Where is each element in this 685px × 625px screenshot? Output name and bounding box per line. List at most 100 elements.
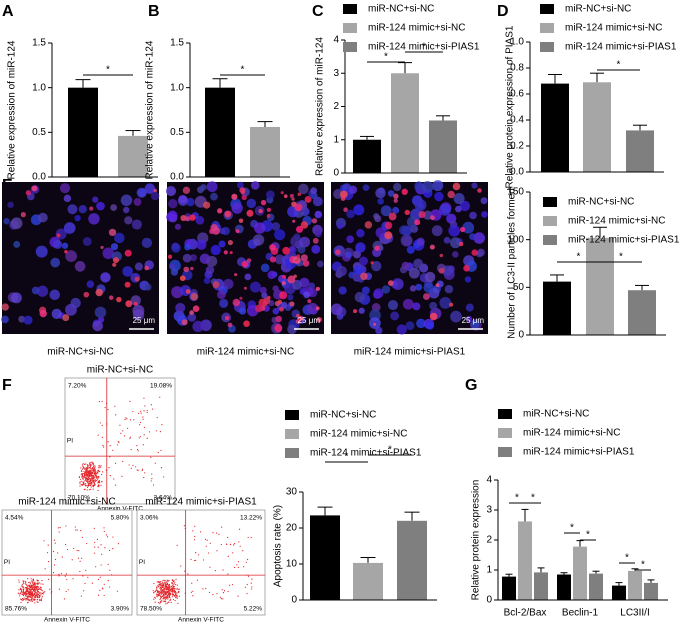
event-dot [167,590,169,592]
event-dot [114,462,117,465]
event-dot [122,430,124,432]
legend-swatch [540,42,554,52]
nucleus [405,321,415,331]
event-dot [227,536,229,539]
y-tick-label: 1.0 [32,82,46,93]
event-dot [165,592,167,594]
event-dot [227,573,229,575]
bar [557,574,571,600]
event-dot [165,593,167,595]
event-dot [236,564,238,566]
nucleus [168,199,178,209]
event-dot [95,475,97,478]
lc3-puncta [287,275,296,284]
event-dot [136,444,138,447]
flow-frame [64,377,176,505]
event-dot [89,461,91,464]
event-dot [169,589,171,591]
event-dot [220,598,223,600]
event-dot [86,475,88,477]
event-dot [164,592,166,594]
lc3-puncta [83,291,90,298]
event-dot [30,595,32,597]
nucleus [92,196,99,203]
nucleus [453,193,465,205]
lc3-puncta [302,260,310,267]
legend-label: miR-NC+si-NC [523,409,589,420]
lc3-puncta [125,300,133,308]
event-dot [162,592,164,594]
nucleus [312,196,323,207]
lc3-puncta [460,226,466,233]
event-dot [36,588,38,590]
event-dot [17,592,19,594]
event-dot [93,476,95,478]
event-dot [100,484,102,486]
event-dot [163,600,165,602]
event-dot [29,596,31,598]
flow-y-label: PI [139,559,145,566]
nucleus [38,212,48,223]
event-dot [156,430,158,432]
event-dot [23,587,25,589]
lc3-puncta [343,207,348,213]
event-dot [31,588,33,590]
bar [543,281,571,335]
lc3-puncta [429,312,438,321]
lc3-puncta [387,280,394,286]
event-dot [164,594,166,596]
event-dot [130,467,132,469]
event-dot [87,485,89,487]
event-dot [160,449,162,452]
event-dot [34,591,36,593]
lc3-puncta [294,203,303,212]
event-dot [39,599,41,602]
lc3-puncta [269,244,276,251]
nucleus [393,182,402,192]
event-dot [172,598,175,601]
event-dot [64,575,66,577]
event-dot [160,600,163,602]
event-dot [194,525,196,527]
event-dot [31,600,34,602]
lc3-puncta [232,298,241,307]
event-dot [162,595,164,597]
event-dot [22,586,24,588]
event-dot [162,585,164,588]
nucleus [450,237,461,249]
event-dot [30,589,32,591]
event-dot [66,548,69,551]
nucleus [63,222,76,234]
event-dot [100,544,102,546]
nucleus [330,303,343,316]
event-dot [97,434,99,436]
event-dot [98,477,100,479]
event-dot [194,535,196,538]
event-dot [129,419,132,421]
event-dot [180,565,182,567]
event-dot [97,489,99,492]
event-dot [36,582,38,584]
event-dot [173,591,175,593]
nucleus [287,324,297,335]
image-caption: miR-124 mimic+si-NC [197,347,295,358]
legend-label: miR-124 mimic+si-NC [568,216,666,227]
lc3-puncta [404,209,410,216]
event-dot [95,473,97,475]
event-dot [163,586,165,588]
y-tick-label: 1 [333,134,339,145]
event-dot [83,472,85,475]
event-dot [165,603,167,605]
event-dot [198,554,200,556]
event-dot [82,463,84,465]
event-dot [79,482,81,484]
event-dot [93,467,95,469]
event-dot [113,478,115,480]
event-dot [250,536,252,539]
nucleus [219,228,226,235]
event-dot [168,583,170,586]
significance-star: * [241,65,245,76]
event-dot [79,478,82,481]
event-dot [165,582,167,584]
event-dot [101,553,103,555]
